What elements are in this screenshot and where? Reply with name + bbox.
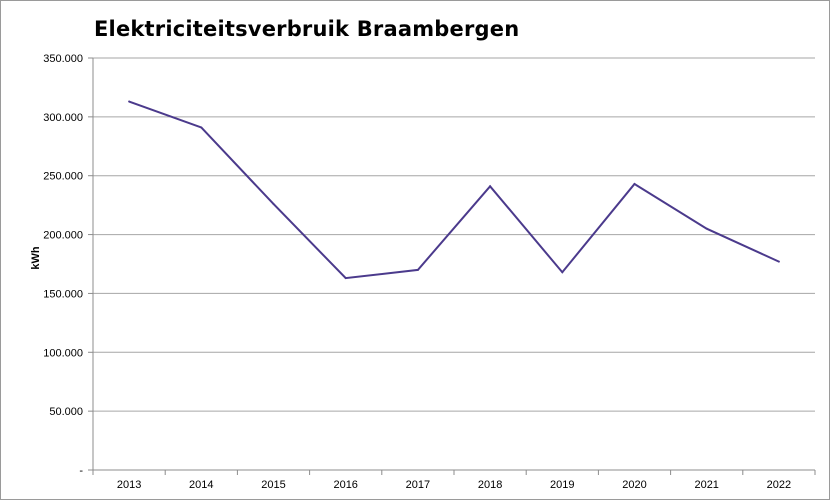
axes	[88, 57, 816, 475]
x-tick-label: 2019	[550, 479, 574, 491]
x-tick-label: 2021	[694, 479, 718, 491]
chart-title: Elektriciteitsverbruik Braambergen	[94, 17, 520, 41]
series-line	[128, 100, 780, 280]
data-point	[777, 260, 780, 263]
x-tick-label: 2022	[767, 479, 791, 491]
x-tick-labels: 2013 2014 2015 2016 2017 2018 2019 2020 2021 2022	[117, 479, 791, 491]
data-point	[705, 227, 708, 230]
x-tick-label: 2018	[478, 479, 502, 491]
y-tick-label: 250.000	[43, 171, 83, 183]
data-point	[633, 182, 636, 185]
data-point	[128, 100, 131, 103]
y-tick-label: 350.000	[43, 53, 83, 65]
data-point	[272, 202, 275, 205]
data-point	[200, 126, 203, 129]
y-tick-label: 100.000	[43, 347, 83, 359]
y-tick-label: 150.000	[43, 288, 83, 300]
x-tick-label: 2017	[406, 479, 430, 491]
x-tick-label: 2016	[333, 479, 357, 491]
x-tick-label: 2015	[261, 479, 285, 491]
y-axis-label: kWh	[30, 246, 42, 270]
series-group	[128, 100, 780, 280]
data-point	[489, 185, 492, 188]
data-point	[561, 271, 564, 274]
data-point	[416, 268, 419, 271]
gridlines	[93, 57, 815, 412]
y-tick-label: 300.000	[43, 112, 83, 124]
y-tick-label: 200.000	[43, 230, 83, 242]
x-tick-label: 2014	[189, 479, 213, 491]
x-tick-label: 2013	[117, 479, 141, 491]
x-tick-label: 2020	[622, 479, 646, 491]
y-tick-labels: - 50.000 100.000 150.000 200.000 250.000 300.0…	[43, 53, 83, 477]
y-tick-label: 50.000	[49, 406, 83, 418]
y-tick-label: -	[79, 465, 83, 477]
data-point	[344, 277, 347, 280]
